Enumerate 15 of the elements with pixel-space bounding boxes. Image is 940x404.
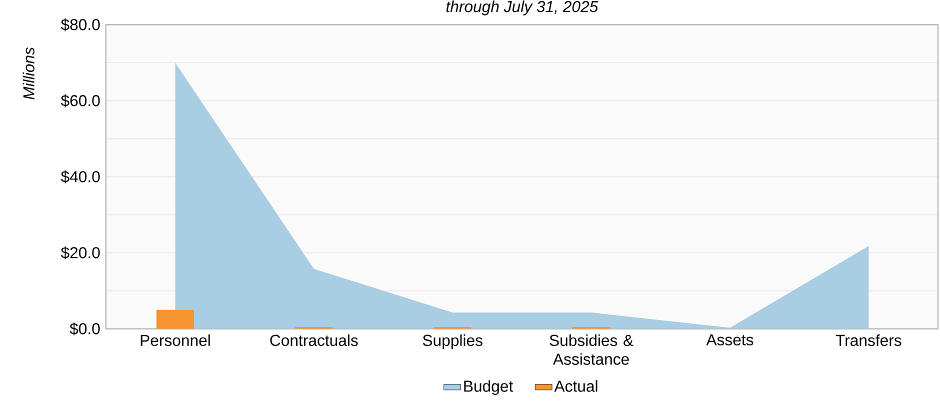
y-axis-title: Millions <box>22 47 34 100</box>
x-tick-label: Contractuals <box>270 334 358 346</box>
y-tick-label: $20.0 <box>60 246 100 260</box>
legend-label: Actual <box>554 380 598 392</box>
y-tick-label: $0.0 <box>70 322 100 336</box>
x-tick-label: Supplies <box>422 334 482 350</box>
x-tick-label: Transfers <box>836 334 902 346</box>
x-tick-label: Personnel <box>140 334 210 346</box>
x-tick-label: Assets <box>706 334 754 346</box>
legend-label: Budget <box>464 380 514 395</box>
chart-title: through July 31, 2025 <box>446 0 598 16</box>
y-tick-label: $60.0 <box>60 94 100 108</box>
y-tick-label: $80.0 <box>60 18 100 32</box>
y-tick-label: $40.0 <box>60 170 100 184</box>
x-tick-label: Subsidies & Assistance <box>550 334 634 365</box>
